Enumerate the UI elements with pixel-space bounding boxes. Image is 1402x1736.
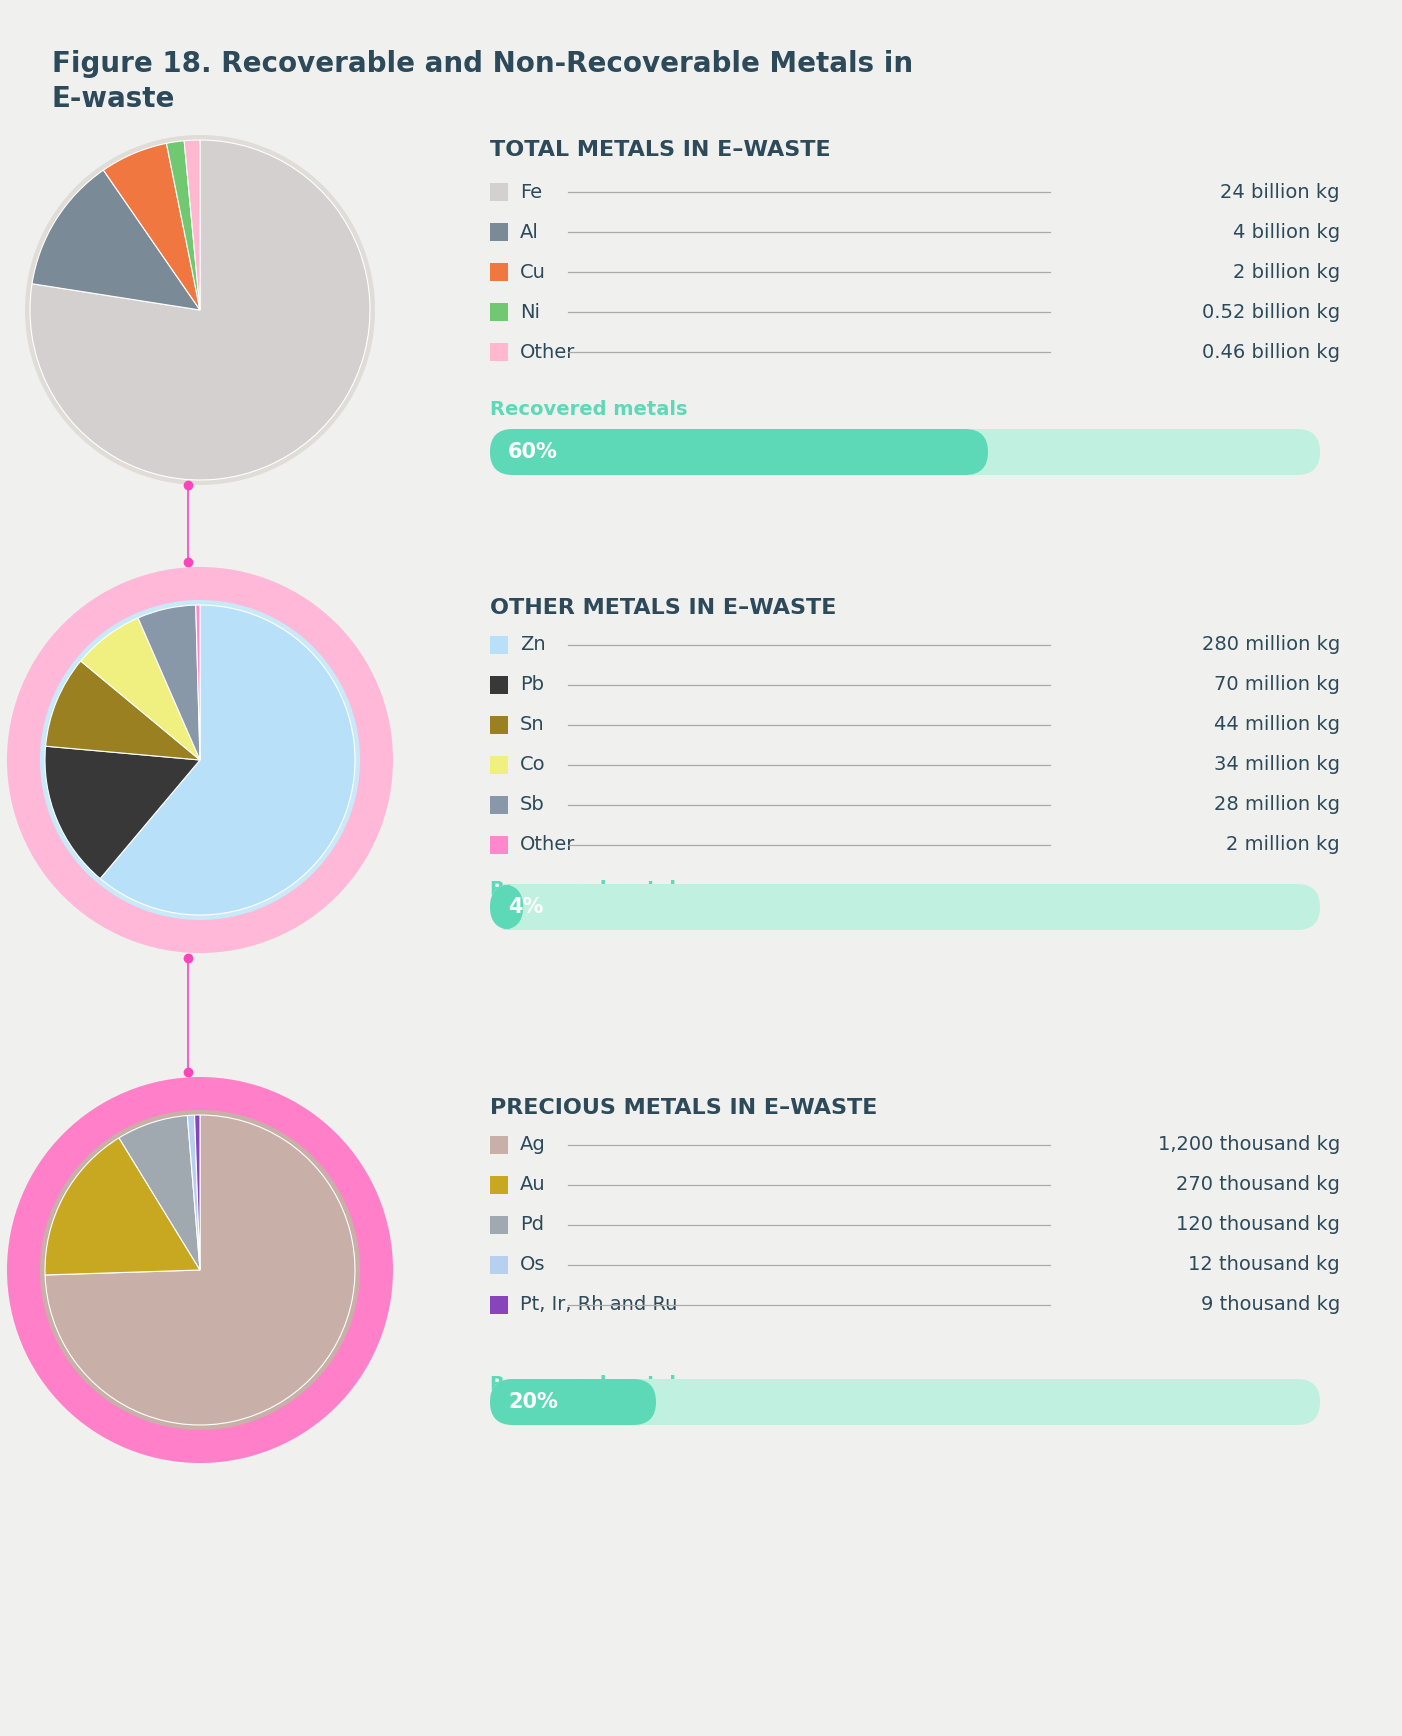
Wedge shape bbox=[196, 606, 200, 760]
Bar bbox=[491, 1297, 508, 1314]
Wedge shape bbox=[188, 1115, 200, 1271]
Text: Cu: Cu bbox=[520, 262, 545, 281]
Text: E-waste: E-waste bbox=[52, 85, 175, 113]
Text: TOTAL METALS IN E–WASTE: TOTAL METALS IN E–WASTE bbox=[491, 141, 830, 160]
Circle shape bbox=[25, 135, 374, 484]
Text: Fe: Fe bbox=[520, 182, 543, 201]
Wedge shape bbox=[45, 1137, 200, 1274]
Text: PRECIOUS METALS IN E–WASTE: PRECIOUS METALS IN E–WASTE bbox=[491, 1097, 878, 1118]
Wedge shape bbox=[119, 1116, 200, 1271]
Bar bbox=[491, 1135, 508, 1154]
Text: 2 million kg: 2 million kg bbox=[1227, 835, 1340, 854]
Wedge shape bbox=[104, 144, 200, 311]
Bar bbox=[491, 304, 508, 321]
Bar bbox=[491, 675, 508, 694]
Text: Other: Other bbox=[520, 835, 575, 854]
Bar bbox=[491, 755, 508, 774]
Text: 70 million kg: 70 million kg bbox=[1214, 675, 1340, 694]
FancyBboxPatch shape bbox=[491, 429, 988, 476]
Text: 2 billion kg: 2 billion kg bbox=[1232, 262, 1340, 281]
Text: Figure 18. Recoverable and Non-Recoverable Metals in: Figure 18. Recoverable and Non-Recoverab… bbox=[52, 50, 913, 78]
Text: Co: Co bbox=[520, 755, 545, 774]
Text: 24 billion kg: 24 billion kg bbox=[1221, 182, 1340, 201]
Text: 4%: 4% bbox=[508, 898, 544, 917]
Text: Other: Other bbox=[520, 342, 575, 361]
Wedge shape bbox=[167, 141, 200, 311]
Wedge shape bbox=[81, 618, 200, 760]
Wedge shape bbox=[46, 661, 200, 760]
Text: 44 million kg: 44 million kg bbox=[1214, 715, 1340, 734]
Wedge shape bbox=[29, 141, 370, 479]
Wedge shape bbox=[195, 1115, 200, 1271]
Text: Ag: Ag bbox=[520, 1135, 545, 1154]
Text: Recovered metals: Recovered metals bbox=[491, 399, 687, 418]
Text: Sb: Sb bbox=[520, 795, 545, 814]
Circle shape bbox=[7, 568, 393, 953]
Bar bbox=[491, 222, 508, 241]
Text: 280 million kg: 280 million kg bbox=[1202, 635, 1340, 654]
Text: Recovered metals: Recovered metals bbox=[491, 880, 687, 899]
Wedge shape bbox=[45, 746, 200, 878]
Text: 120 thousand kg: 120 thousand kg bbox=[1176, 1215, 1340, 1234]
Text: Pb: Pb bbox=[520, 675, 544, 694]
Text: 1,200 thousand kg: 1,200 thousand kg bbox=[1158, 1135, 1340, 1154]
Wedge shape bbox=[32, 170, 200, 311]
Circle shape bbox=[41, 601, 360, 920]
Bar bbox=[491, 1175, 508, 1194]
Bar bbox=[491, 715, 508, 734]
FancyBboxPatch shape bbox=[491, 1378, 1321, 1425]
Circle shape bbox=[7, 1076, 393, 1463]
Text: 0.46 billion kg: 0.46 billion kg bbox=[1202, 342, 1340, 361]
Bar bbox=[491, 635, 508, 654]
Text: 4 billion kg: 4 billion kg bbox=[1232, 222, 1340, 241]
Wedge shape bbox=[100, 606, 355, 915]
FancyBboxPatch shape bbox=[491, 884, 1321, 930]
Bar bbox=[491, 1215, 508, 1234]
Text: Sn: Sn bbox=[520, 715, 544, 734]
Bar bbox=[491, 182, 508, 201]
Wedge shape bbox=[45, 1115, 355, 1425]
Wedge shape bbox=[184, 141, 200, 311]
Circle shape bbox=[41, 1109, 360, 1430]
Bar bbox=[491, 797, 508, 814]
Text: OTHER METALS IN E–WASTE: OTHER METALS IN E–WASTE bbox=[491, 597, 837, 618]
Text: Recovered metals: Recovered metals bbox=[491, 1375, 687, 1394]
Text: 12 thousand kg: 12 thousand kg bbox=[1189, 1255, 1340, 1274]
Text: 9 thousand kg: 9 thousand kg bbox=[1200, 1295, 1340, 1314]
FancyBboxPatch shape bbox=[491, 1378, 656, 1425]
Text: 0.52 billion kg: 0.52 billion kg bbox=[1202, 302, 1340, 321]
Text: 270 thousand kg: 270 thousand kg bbox=[1176, 1175, 1340, 1194]
Text: Pd: Pd bbox=[520, 1215, 544, 1234]
Bar bbox=[491, 262, 508, 281]
Text: 60%: 60% bbox=[508, 443, 558, 462]
Bar bbox=[491, 1257, 508, 1274]
Text: 28 million kg: 28 million kg bbox=[1214, 795, 1340, 814]
Text: Ni: Ni bbox=[520, 302, 540, 321]
Bar bbox=[491, 344, 508, 361]
Bar bbox=[491, 837, 508, 854]
Text: 34 million kg: 34 million kg bbox=[1214, 755, 1340, 774]
Text: Os: Os bbox=[520, 1255, 545, 1274]
Wedge shape bbox=[137, 606, 200, 760]
FancyBboxPatch shape bbox=[491, 429, 1321, 476]
Text: Pt, Ir, Rh and Ru: Pt, Ir, Rh and Ru bbox=[520, 1295, 677, 1314]
Text: Au: Au bbox=[520, 1175, 545, 1194]
FancyBboxPatch shape bbox=[491, 884, 523, 930]
Text: Zn: Zn bbox=[520, 635, 545, 654]
Text: 20%: 20% bbox=[508, 1392, 558, 1411]
Text: Al: Al bbox=[520, 222, 538, 241]
